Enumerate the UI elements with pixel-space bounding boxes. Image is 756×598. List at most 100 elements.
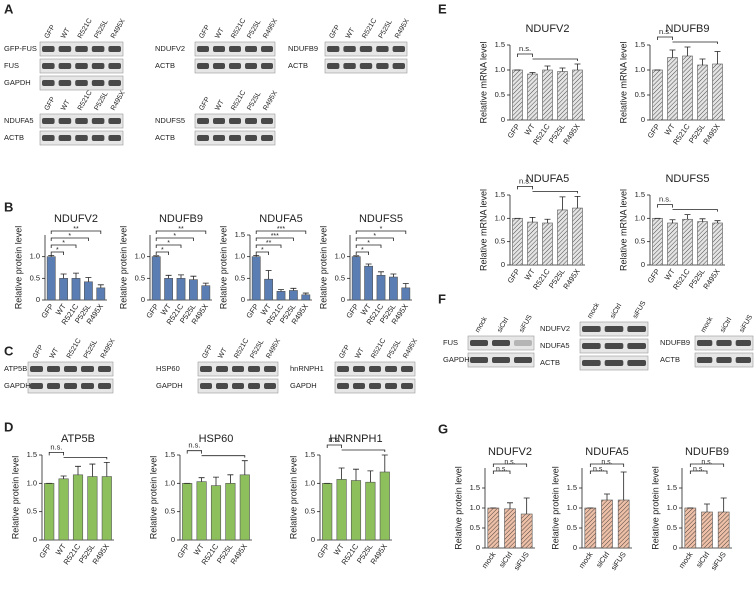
blot-band (216, 366, 228, 372)
error-bar (529, 217, 536, 223)
blot-band (200, 366, 212, 372)
significance-label: n.s. (50, 442, 62, 451)
blot-band (75, 118, 88, 124)
blot-band (343, 63, 356, 69)
significance-bracket (255, 251, 269, 255)
error-bar (574, 63, 581, 70)
y-tick-label: 1.0 (635, 213, 645, 222)
blot-band (385, 383, 397, 389)
blot-row-label: FUS (4, 61, 19, 70)
blot-band (213, 135, 225, 141)
significance-label: n.s. (496, 466, 507, 473)
bar (176, 278, 186, 301)
panel-label: E (438, 1, 447, 16)
y-tick-label: 1.5 (635, 40, 645, 49)
error-bar (684, 214, 691, 220)
significance-label: n.s. (504, 459, 515, 466)
lane-label: GFP (338, 344, 351, 360)
significance-label: * (173, 233, 176, 240)
blot-band (42, 63, 55, 69)
error-bar (241, 460, 248, 475)
blot-band (47, 366, 60, 372)
blot-band (42, 46, 55, 52)
blot-band (470, 357, 488, 363)
blot-band (213, 118, 225, 124)
significance-bracket (689, 463, 725, 467)
bar (164, 278, 173, 301)
y-tick-label: 0 (141, 295, 145, 304)
x-tick-label: GFP (315, 542, 331, 560)
error-bar (89, 463, 96, 477)
y-tick-label: 0.5 (305, 507, 315, 516)
y-tick-label: 1.0 (305, 478, 315, 487)
y-tick-label: 1.0 (495, 65, 505, 74)
blot-band (385, 366, 397, 372)
error-bar (684, 46, 691, 56)
bar (182, 483, 193, 541)
blot-band (47, 383, 60, 389)
y-tick-label: 1.5 (470, 483, 480, 492)
significance-label: * (373, 233, 376, 240)
lane-label: P525L (386, 339, 402, 360)
significance-bracket (255, 244, 282, 248)
chart-title: NDUFV2 (54, 213, 98, 225)
y-tick-label: 0.5 (635, 237, 645, 246)
bar (289, 290, 298, 301)
blot-band (108, 135, 121, 141)
blot-band (42, 80, 55, 86)
blot-band (337, 366, 349, 372)
significance-label: * (380, 226, 383, 233)
y-tick-label: 0 (476, 543, 480, 552)
y-tick-label: 0 (241, 295, 245, 304)
lane-label: GFP (328, 24, 341, 40)
lane-label: R521C (66, 338, 83, 360)
error-bar (73, 272, 79, 279)
lane-label: R495X (394, 18, 411, 40)
blot-band (470, 340, 488, 346)
blot-band (327, 46, 340, 52)
blot-band (200, 383, 212, 389)
significance-label: n.s. (519, 44, 531, 53)
significance-bracket (255, 237, 294, 241)
bar (201, 285, 211, 301)
bar (652, 69, 663, 121)
chart-title: NDUFS5 (359, 213, 403, 225)
lane-label: WT (217, 346, 229, 360)
blot-band (213, 46, 225, 52)
blot-row-label: GAPDH (4, 78, 31, 87)
error-bar (48, 254, 55, 257)
y-tick-label: 1.5 (165, 450, 175, 459)
lane-label: P525L (246, 19, 262, 40)
x-tick-label: GFP (244, 302, 260, 320)
blot-band (627, 360, 646, 366)
significance-bracket (186, 450, 246, 458)
bar (520, 513, 533, 549)
blot-band (376, 63, 389, 69)
blot-row-label: NDUFA5 (540, 341, 570, 350)
blot-row-label: hnRNPH1 (290, 364, 324, 373)
blot-row-label: NDUFA5 (4, 116, 34, 125)
blot-band (492, 340, 510, 346)
x-tick-label: siFUS (512, 550, 531, 572)
blot-band (369, 383, 381, 389)
chart-title: NDUFS5 (665, 173, 709, 185)
blot-row-label: NDUFB9 (288, 44, 318, 53)
y-tick-label: 0.5 (135, 273, 145, 282)
lane-label: GFP (201, 344, 214, 360)
significance-label: n.s. (188, 441, 200, 450)
lane-label: R495X (262, 18, 279, 40)
x-tick-label: GFP (39, 302, 55, 320)
blot-band (64, 366, 77, 372)
blot-band (248, 383, 260, 389)
y-tick-label: 1.0 (470, 503, 480, 512)
blot-band (343, 46, 356, 52)
significance-label: n.s. (659, 27, 671, 36)
blot-band (98, 366, 111, 372)
blot-band (75, 46, 88, 52)
blot-band (98, 383, 111, 389)
x-tick-label: siFUS (709, 550, 728, 572)
blot-row-label: ACTB (288, 61, 308, 70)
lane-label: R521C (361, 18, 378, 40)
blot-row-label: ACTB (660, 355, 680, 364)
